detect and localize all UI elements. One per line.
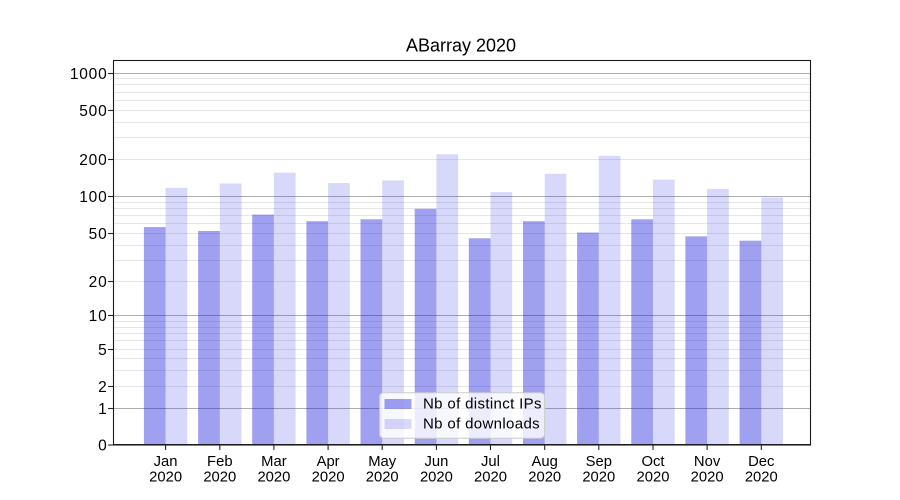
svg-text:2020: 2020 xyxy=(420,470,453,486)
svg-text:May: May xyxy=(368,454,397,470)
svg-text:2020: 2020 xyxy=(528,470,561,486)
svg-text:0: 0 xyxy=(98,438,107,455)
svg-text:Jan: Jan xyxy=(154,454,178,470)
svg-text:Jul: Jul xyxy=(481,454,500,470)
svg-text:200: 200 xyxy=(79,152,107,169)
svg-text:2020: 2020 xyxy=(582,470,615,486)
svg-text:Feb: Feb xyxy=(207,454,233,470)
svg-text:Nb of distinct IPs: Nb of distinct IPs xyxy=(423,396,542,413)
svg-text:Mar: Mar xyxy=(261,454,287,470)
svg-text:Aug: Aug xyxy=(532,454,558,470)
svg-text:10: 10 xyxy=(89,308,108,325)
svg-text:2020: 2020 xyxy=(637,470,670,486)
svg-text:2020: 2020 xyxy=(745,470,778,486)
svg-text:2: 2 xyxy=(98,379,107,396)
svg-text:100: 100 xyxy=(79,189,107,206)
svg-text:Apr: Apr xyxy=(317,454,340,470)
svg-text:500: 500 xyxy=(79,103,107,120)
svg-text:50: 50 xyxy=(89,226,108,243)
svg-text:2020: 2020 xyxy=(149,470,182,486)
svg-text:2020: 2020 xyxy=(312,470,345,486)
svg-text:2020: 2020 xyxy=(474,470,507,486)
svg-text:2020: 2020 xyxy=(366,470,399,486)
svg-text:5: 5 xyxy=(98,342,107,359)
svg-text:Nov: Nov xyxy=(694,454,721,470)
svg-text:2020: 2020 xyxy=(203,470,236,486)
svg-text:1: 1 xyxy=(98,401,107,418)
svg-text:2020: 2020 xyxy=(257,470,290,486)
svg-text:Sep: Sep xyxy=(586,454,612,470)
svg-text:ABarray 2020: ABarray 2020 xyxy=(406,36,516,56)
svg-text:20: 20 xyxy=(89,274,108,291)
svg-text:1000: 1000 xyxy=(70,66,108,83)
svg-text:Oct: Oct xyxy=(641,454,664,470)
svg-text:Nb of downloads: Nb of downloads xyxy=(423,416,540,433)
svg-text:Jun: Jun xyxy=(424,454,448,470)
svg-text:2020: 2020 xyxy=(691,470,724,486)
svg-text:Dec: Dec xyxy=(748,454,775,470)
